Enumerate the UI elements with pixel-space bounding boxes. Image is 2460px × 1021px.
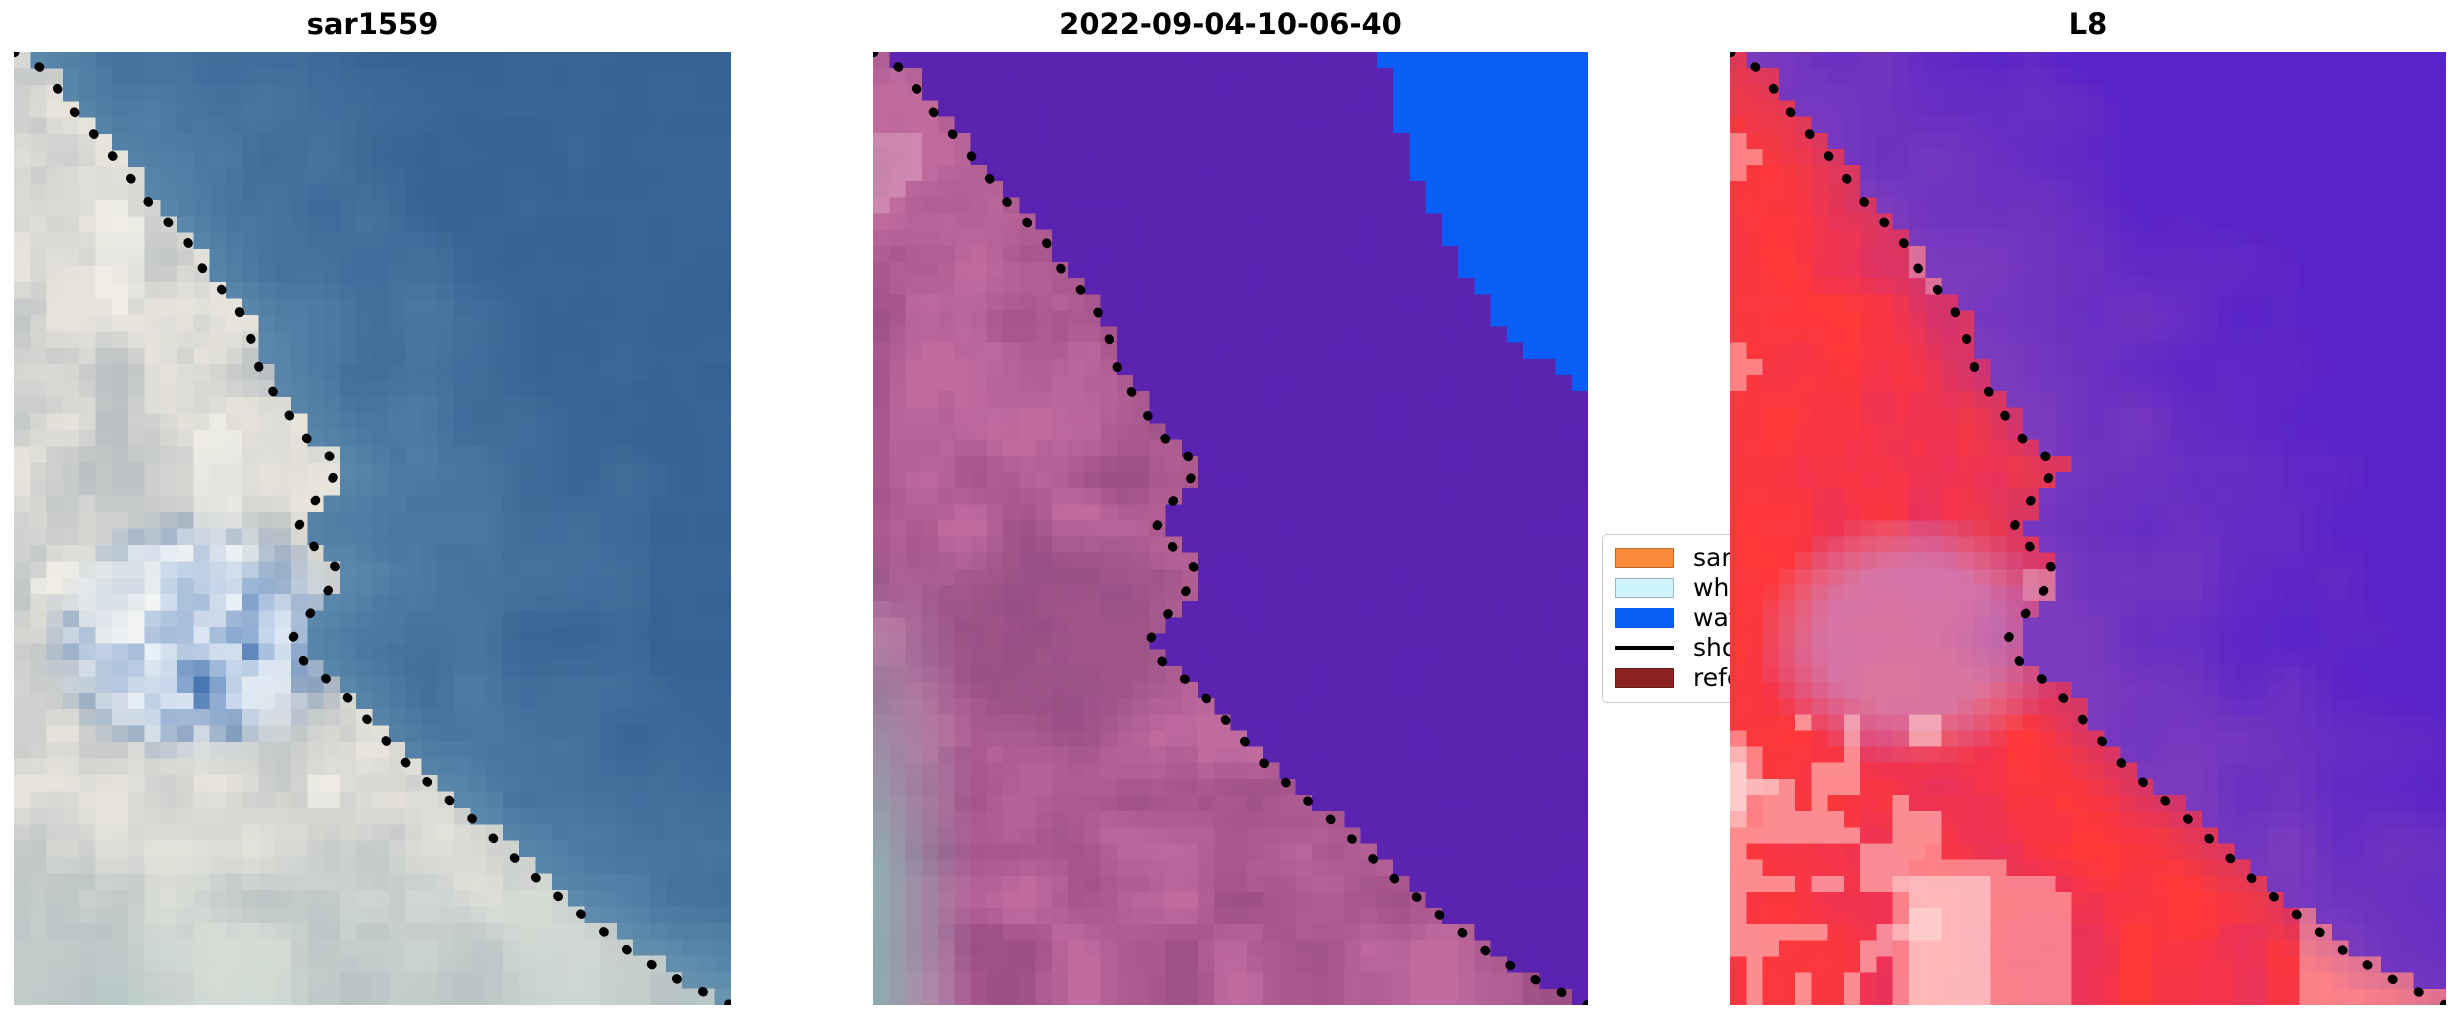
legend-swatch-reference [1612,663,1676,693]
legend-swatch-sand [1612,543,1676,573]
legend-swatch-water [1612,603,1676,633]
sar-rgb-raster [14,52,731,1005]
l8-falsecolor-raster [1730,52,2446,1005]
legend-swatch-whitewater [1612,573,1676,603]
panel-classified-image[interactable] [873,52,1588,1005]
classified-raster [873,52,1588,1005]
panel-title-l8: L8 [2068,7,2108,41]
panel-l8-image[interactable] [1730,52,2446,1005]
panel-title-classified: 2022-09-04-10-06-40 [1059,7,1402,41]
panel-sar-image[interactable] [14,52,731,1005]
panel-title-sar: sar1559 [306,7,439,41]
legend-line-shoreline [1612,633,1676,663]
